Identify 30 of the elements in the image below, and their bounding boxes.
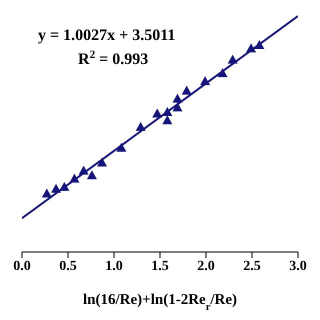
- point: [162, 115, 172, 124]
- annotation: R$^{2}$ = 0.993: [78, 49, 148, 68]
- point: [246, 43, 256, 52]
- annotation: y = 1.0027x + 3.5011: [38, 27, 176, 44]
- x-tick-label: 1.5: [151, 258, 169, 274]
- point: [42, 188, 52, 198]
- x-tick-label: 0.0: [13, 258, 31, 274]
- point: [172, 94, 182, 103]
- point: [51, 184, 62, 193]
- point: [136, 122, 146, 131]
- point: [59, 182, 70, 191]
- x-tick-label: 3.0: [289, 258, 307, 274]
- x-tick-label: 2.5: [243, 258, 261, 274]
- point: [86, 170, 97, 180]
- point: [200, 76, 210, 86]
- x-axis-title: ln(16/Re)+ln(1-2Re$_{r}$/Re): [82, 292, 238, 312]
- point: [78, 166, 89, 175]
- point: [182, 86, 192, 95]
- point: [116, 142, 126, 152]
- point: [218, 68, 228, 78]
- point: [228, 54, 238, 64]
- point: [162, 107, 172, 116]
- x-tick-label: 0.5: [59, 258, 77, 274]
- point: [152, 108, 162, 118]
- x-tick-label: 1.0: [105, 258, 123, 274]
- point: [69, 174, 80, 183]
- point: [172, 102, 182, 112]
- point: [97, 158, 108, 167]
- x-tick-label: 2.0: [197, 258, 215, 274]
- point: [254, 40, 264, 50]
